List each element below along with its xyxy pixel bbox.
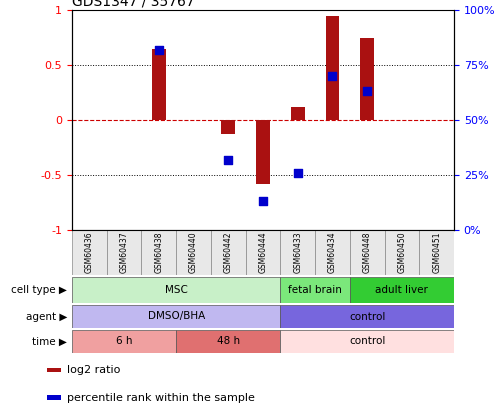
Bar	[222, 120, 235, 134]
Text: GSM60433: GSM60433	[293, 232, 302, 273]
Bar	[325, 15, 339, 120]
Text: GSM60436: GSM60436	[85, 232, 94, 273]
Bar	[350, 277, 454, 303]
Text: GSM60440: GSM60440	[189, 232, 198, 273]
Text: cell type ▶: cell type ▶	[11, 285, 67, 295]
Point	[294, 170, 302, 176]
Bar	[72, 277, 280, 303]
Bar	[280, 277, 350, 303]
Bar	[47, 395, 61, 400]
Point	[224, 156, 232, 163]
Bar	[256, 120, 270, 184]
Bar	[152, 49, 166, 120]
Point	[259, 198, 267, 205]
Text: GSM60444: GSM60444	[258, 232, 267, 273]
Text: percentile rank within the sample: percentile rank within the sample	[67, 393, 255, 403]
Text: control: control	[349, 311, 385, 322]
Bar	[280, 230, 315, 275]
Text: DMSO/BHA: DMSO/BHA	[148, 311, 205, 322]
Point	[328, 73, 336, 79]
Text: GSM60450: GSM60450	[397, 232, 406, 273]
Text: GSM60451: GSM60451	[432, 232, 441, 273]
Bar	[211, 230, 246, 275]
Bar	[72, 305, 280, 328]
Text: agent ▶: agent ▶	[25, 311, 67, 322]
Bar	[315, 230, 350, 275]
Bar	[350, 230, 385, 275]
Bar	[280, 305, 454, 328]
Text: GSM60448: GSM60448	[363, 232, 372, 273]
Bar	[291, 107, 305, 120]
Text: GSM60438: GSM60438	[154, 232, 163, 273]
Bar	[47, 368, 61, 373]
Bar	[72, 330, 176, 353]
Bar	[360, 38, 374, 120]
Text: 48 h: 48 h	[217, 337, 240, 347]
Bar	[246, 230, 280, 275]
Text: GDS1347 / 35767: GDS1347 / 35767	[72, 0, 195, 9]
Text: time ▶: time ▶	[32, 337, 67, 347]
Bar	[72, 230, 107, 275]
Text: log2 ratio: log2 ratio	[67, 365, 121, 375]
Bar	[141, 230, 176, 275]
Bar	[280, 330, 454, 353]
Text: GSM60434: GSM60434	[328, 232, 337, 273]
Text: adult liver: adult liver	[375, 285, 428, 295]
Text: MSC: MSC	[165, 285, 188, 295]
Bar	[385, 230, 419, 275]
Bar	[107, 230, 141, 275]
Text: GSM60437: GSM60437	[120, 232, 129, 273]
Text: fetal brain: fetal brain	[288, 285, 342, 295]
Text: GSM60442: GSM60442	[224, 232, 233, 273]
Bar	[176, 230, 211, 275]
Point	[155, 46, 163, 53]
Bar	[176, 330, 280, 353]
Text: control: control	[349, 337, 385, 347]
Bar	[419, 230, 454, 275]
Point	[363, 88, 371, 95]
Text: 6 h: 6 h	[116, 337, 132, 347]
